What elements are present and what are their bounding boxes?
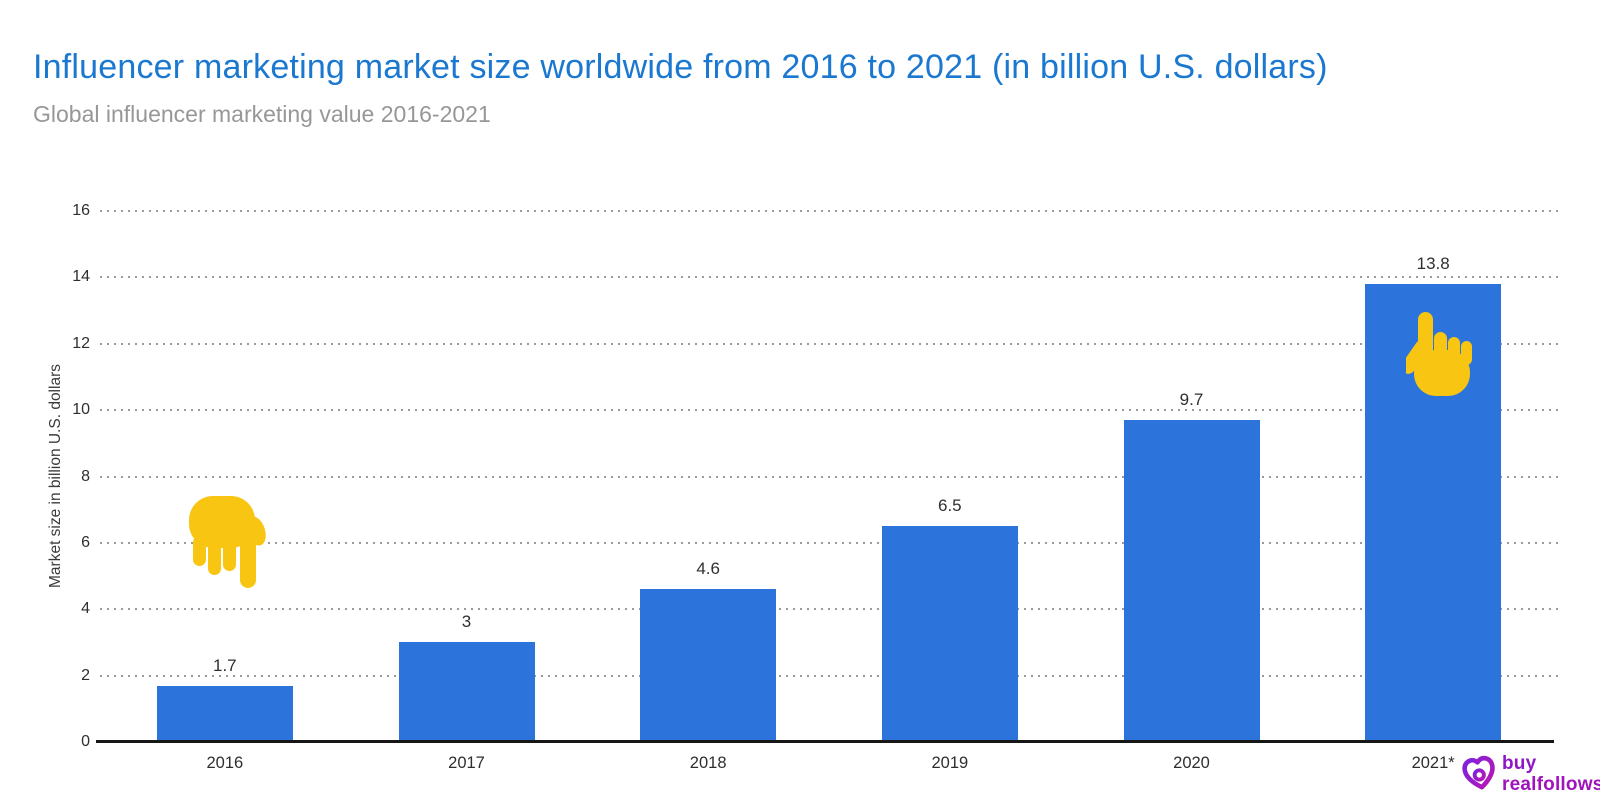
chart-title: Influencer marketing market size worldwi…	[33, 48, 1328, 86]
buyrealfollows-logo: buy realfollows	[1461, 753, 1600, 795]
x-axis-label: 2018	[689, 754, 727, 772]
hand-pointing-down-icon	[189, 496, 266, 588]
bar	[1123, 420, 1260, 742]
y-tick-label: 0	[81, 733, 90, 750]
bar-value-label: 6.5	[938, 496, 962, 516]
gridline	[100, 541, 1558, 544]
bar-value-label: 9.7	[1179, 390, 1204, 410]
bar	[156, 685, 293, 742]
gridline	[100, 608, 1558, 611]
y-tick-label: 6	[81, 533, 90, 551]
logo-text-line2: realfollows	[1502, 774, 1600, 795]
y-tick-label: 8	[81, 467, 90, 485]
x-axis-label: 2020	[1173, 754, 1210, 772]
x-axis-label: 2016	[206, 754, 244, 772]
x-axis-label: 2019	[931, 754, 969, 772]
x-axis-line	[96, 740, 1554, 743]
bar	[881, 526, 1018, 742]
y-tick-label: 10	[72, 401, 90, 419]
chart-subtitle: Global influencer marketing value 2016-2…	[33, 101, 491, 127]
gridline	[100, 276, 1558, 279]
y-tick-label: 2	[81, 666, 90, 684]
gridline	[100, 409, 1558, 412]
bar	[398, 642, 535, 742]
gridline	[100, 342, 1558, 345]
y-tick-label: 14	[72, 268, 90, 286]
bar	[640, 589, 777, 742]
heart-b-logo-icon	[1462, 755, 1495, 790]
gridline	[100, 674, 1558, 677]
hand-pointing-up-icon	[1406, 312, 1472, 396]
bar-value-label: 13.8	[1416, 254, 1450, 273]
bar-value-label: 1.7	[213, 655, 237, 675]
logo-text: buy realfollows	[1502, 753, 1600, 795]
logo-text-line1: buy	[1502, 753, 1537, 774]
bar-value-label: 4.6	[696, 559, 720, 579]
x-axis-label: 2017	[448, 754, 485, 772]
bar-value-label: 3	[461, 612, 472, 632]
y-tick-label: 4	[81, 600, 90, 618]
y-tick-label: 12	[72, 334, 90, 352]
gridline	[100, 210, 1558, 212]
y-tick-label: 16	[72, 202, 90, 219]
gridline	[100, 475, 1558, 478]
x-axis-label: 2021*	[1411, 754, 1455, 772]
